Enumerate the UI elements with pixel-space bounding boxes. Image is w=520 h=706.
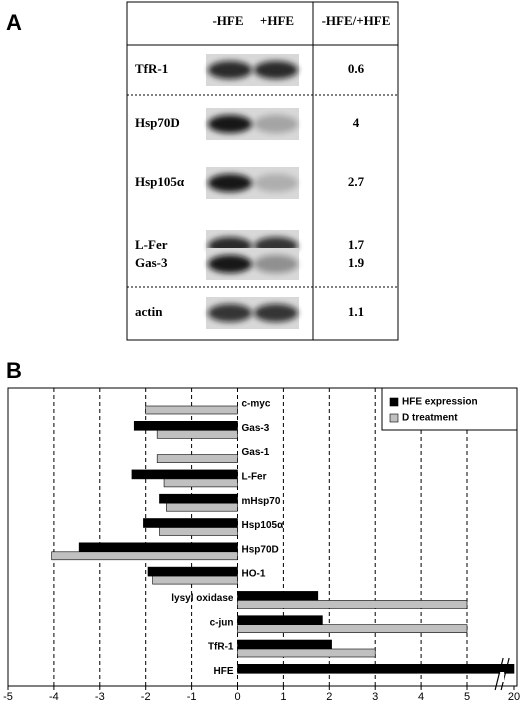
bar [159, 493, 238, 504]
blot-table: -HFE +HFE -HFE/+HFE [126, 1, 399, 341]
blot-band [254, 174, 298, 192]
x-tick-label: 3 [372, 691, 378, 703]
x-tick-label: 20 [508, 691, 520, 703]
category-label: lysyl oxidase [171, 593, 234, 604]
legend-swatch [389, 397, 399, 407]
x-tick-label: 5 [464, 691, 470, 703]
category-label: mHsp70 [242, 496, 281, 507]
category-label: HO-1 [242, 569, 266, 580]
plot-frame [7, 387, 518, 687]
gene-label: TfR-1 [135, 61, 168, 76]
ratio: 1.7 [348, 237, 365, 252]
blot-band [208, 115, 252, 133]
gene-label: Gas-3 [135, 255, 168, 270]
axis-break-gap [500, 672, 505, 682]
ratio: 0.6 [348, 61, 365, 76]
bar [147, 566, 238, 577]
bar [237, 615, 323, 626]
blot-band [254, 304, 298, 322]
x-tick-label: 0 [234, 691, 240, 703]
ratio: 2.7 [348, 174, 365, 189]
bar [156, 429, 238, 439]
ratio: 1.1 [348, 304, 364, 319]
category-label: HFE [214, 666, 234, 677]
category-label: Gas-3 [242, 423, 270, 434]
column-header: -HFE [212, 13, 243, 28]
x-tick-label: -1 [187, 691, 197, 703]
category-label: TfR-1 [208, 642, 234, 653]
x-tick-label: 2 [326, 691, 332, 703]
ratio: 1.9 [348, 255, 365, 270]
category-label: Gas-1 [242, 447, 270, 458]
blot-band [208, 61, 252, 79]
bar [237, 600, 468, 609]
bar [51, 551, 238, 561]
x-tick-label: 1 [280, 691, 286, 703]
column-header: +HFE [260, 13, 294, 28]
x-tick-label: 4 [418, 691, 424, 703]
x-tick-label: -2 [141, 691, 151, 703]
x-tick-label: -5 [3, 691, 13, 703]
axis-break [494, 657, 504, 691]
blot-band [254, 255, 298, 273]
bar [156, 454, 238, 463]
blot-band [254, 61, 298, 79]
column-header: -HFE/+HFE [322, 13, 391, 28]
blot-band [208, 174, 252, 192]
gene-label: Hsp70D [135, 115, 180, 130]
bar [133, 420, 238, 431]
ratio: 4 [353, 115, 360, 130]
panel-label: A [6, 10, 22, 35]
blot-band [208, 304, 252, 322]
bar [237, 663, 515, 674]
legend: HFE expression D treatment [381, 387, 518, 431]
axis-break [500, 657, 510, 691]
bar [237, 648, 376, 658]
bar [159, 527, 238, 536]
gene-label: Hsp105α [135, 174, 185, 189]
bar [163, 478, 238, 488]
table-border [126, 1, 399, 341]
gene-label: L-Fer [135, 237, 168, 252]
bar [131, 469, 238, 480]
legend-swatch [389, 413, 399, 423]
bar [237, 591, 319, 601]
bar [145, 405, 238, 415]
category-label: c-myc [242, 399, 271, 410]
legend-box [381, 387, 518, 431]
bar [237, 624, 468, 634]
x-tick-label: -3 [95, 691, 105, 703]
legend-label: D treatment [402, 413, 458, 424]
category-label: L-Fer [242, 472, 267, 483]
category-label: Hsp105α [242, 520, 285, 531]
bar [143, 518, 238, 528]
blot-band [208, 255, 252, 273]
blot-band [254, 115, 298, 133]
bar [152, 575, 238, 585]
bar [166, 502, 238, 512]
gene-label: actin [135, 304, 163, 319]
bar [78, 542, 238, 553]
legend-label: HFE expression [402, 397, 478, 408]
x-tick-label: -4 [49, 691, 59, 703]
panel-label: B [6, 358, 22, 383]
bar [237, 639, 332, 650]
category-label: Hsp70D [242, 544, 279, 555]
category-label: c-jun [210, 617, 234, 628]
